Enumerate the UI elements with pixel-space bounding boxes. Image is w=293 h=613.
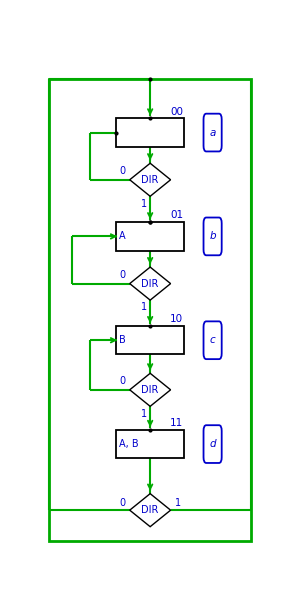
Text: A, B: A, B	[119, 439, 139, 449]
FancyBboxPatch shape	[204, 425, 222, 463]
Text: DIR: DIR	[142, 385, 159, 395]
Text: 0: 0	[120, 498, 126, 508]
Text: d: d	[209, 439, 216, 449]
Bar	[49, 79, 251, 541]
Text: DIR: DIR	[142, 175, 159, 185]
FancyBboxPatch shape	[204, 113, 222, 151]
Bar	[116, 223, 184, 251]
Text: b: b	[209, 231, 216, 242]
Text: DIR: DIR	[142, 278, 159, 289]
FancyBboxPatch shape	[204, 218, 222, 255]
Polygon shape	[130, 267, 171, 300]
Text: c: c	[210, 335, 215, 345]
Text: 1: 1	[141, 199, 147, 208]
Text: 0: 0	[120, 166, 126, 176]
Text: A: A	[119, 231, 125, 242]
Polygon shape	[130, 163, 171, 196]
Text: 10: 10	[170, 314, 183, 324]
Text: 1: 1	[141, 302, 147, 313]
Text: 1: 1	[175, 498, 181, 508]
Bar	[116, 430, 184, 459]
Text: 11: 11	[170, 418, 183, 428]
Text: 0: 0	[120, 376, 126, 386]
Text: a: a	[209, 128, 216, 137]
Bar	[116, 326, 184, 354]
Polygon shape	[130, 493, 171, 527]
Text: B: B	[119, 335, 126, 345]
Text: 00: 00	[170, 107, 183, 116]
Text: 1: 1	[141, 409, 147, 419]
Polygon shape	[130, 373, 171, 406]
Text: DIR: DIR	[142, 505, 159, 515]
Bar	[116, 118, 184, 147]
Text: 01: 01	[170, 210, 183, 220]
Text: 0: 0	[120, 270, 126, 280]
FancyBboxPatch shape	[204, 321, 222, 359]
